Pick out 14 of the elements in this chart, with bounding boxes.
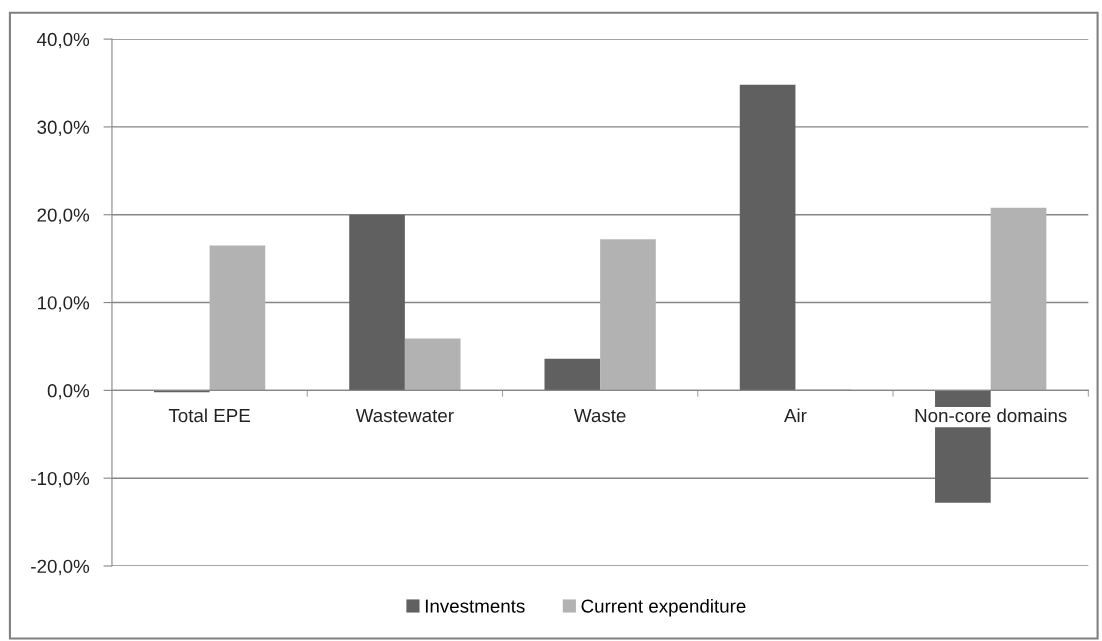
x-tick-label: Total EPE xyxy=(168,408,250,423)
x-tick-label: Non-core domains xyxy=(915,408,1067,423)
y-tick-label: 40,0% xyxy=(37,32,90,49)
y-tick-label: -10,0% xyxy=(31,471,90,488)
y-tick-label: 10,0% xyxy=(38,296,90,312)
x-tick-label: Waste xyxy=(574,409,626,423)
y-tick-label: -20,0% xyxy=(31,559,90,576)
y-tick-label: 30,0% xyxy=(37,120,90,137)
legend-label: Investments xyxy=(425,599,525,613)
legend-label: Current expenditure xyxy=(581,598,746,617)
y-tick-label: 0,0% xyxy=(47,384,90,400)
y-tick-label: 20,0% xyxy=(37,208,90,224)
x-tick-label: Wastewater xyxy=(355,409,454,423)
x-tick-label: Air xyxy=(784,408,807,423)
